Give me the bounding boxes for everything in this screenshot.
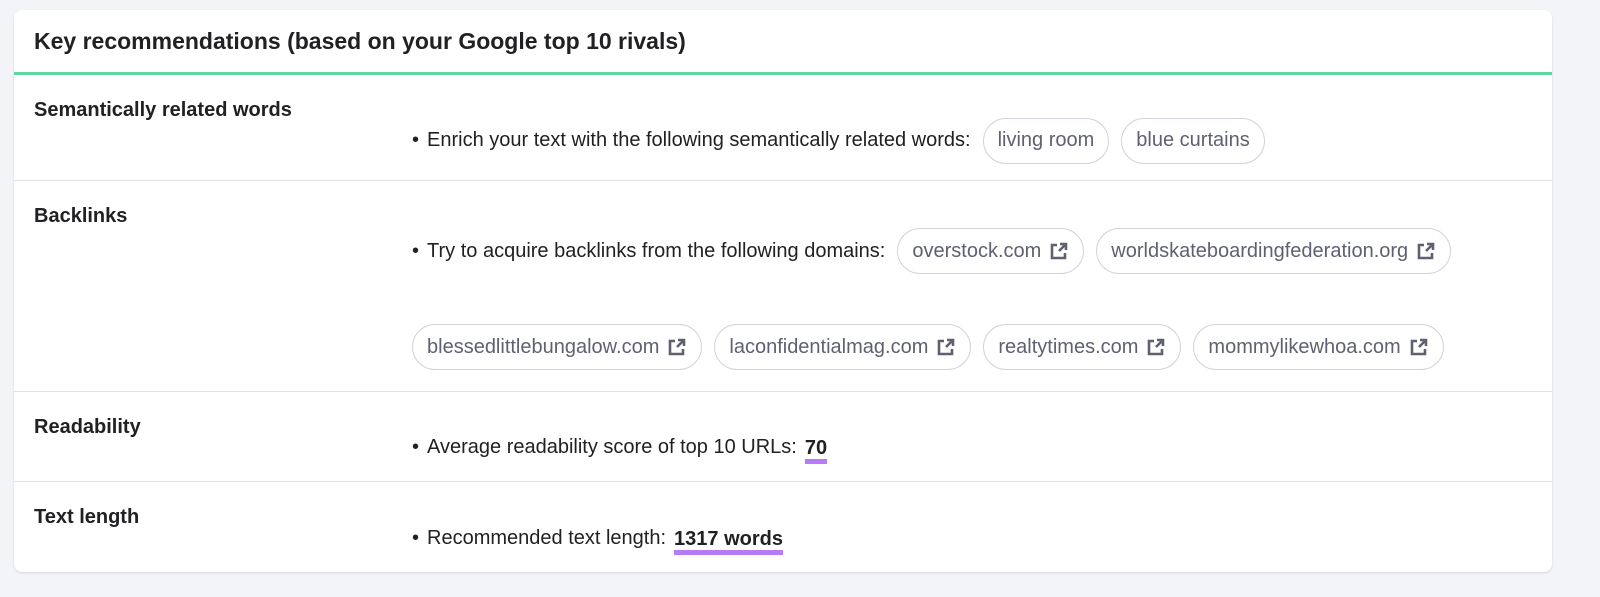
domain-chip[interactable]: blessedlittlebungalow.com	[412, 324, 703, 370]
row-label: Text length	[34, 506, 140, 528]
card-header: Key recommendations (based on your Googl…	[14, 10, 1552, 75]
external-link-icon	[1401, 337, 1429, 357]
row-label: Backlinks	[34, 205, 128, 227]
row-label: Semantically related words	[34, 99, 292, 121]
word-chip[interactable]: blue curtains	[1121, 117, 1265, 164]
row-content: • Recommended text length: 1317 words	[412, 482, 1532, 572]
domain-label: realtytimes.com	[998, 335, 1139, 358]
recommendation-text: • Average readability score of top 10 URL…	[412, 425, 828, 471]
row-readability: Readability • Average readability score o…	[14, 392, 1552, 482]
domain-chip[interactable]: overstock.com	[897, 228, 1085, 274]
domain-label: mommylikewhoa.com	[1208, 335, 1401, 358]
row-semantic-words: Semantically related words • Enrich your …	[14, 75, 1552, 181]
external-link-icon	[1041, 241, 1069, 261]
domain-chip[interactable]: worldskateboardingfederation.org	[1096, 228, 1452, 274]
card-title: Key recommendations (based on your Googl…	[34, 27, 686, 54]
domain-label: worldskateboardingfederation.org	[1111, 239, 1409, 262]
row-content: • Average readability score of top 10 URL…	[412, 392, 1532, 481]
recommendation-text: • Recommended text length: 1317 words	[412, 516, 783, 562]
key-recommendations-card: Key recommendations (based on your Googl…	[14, 10, 1552, 572]
domain-chip[interactable]: mommylikewhoa.com	[1193, 324, 1444, 370]
recommended-length: 1317 words	[674, 523, 783, 555]
external-link-icon	[928, 337, 956, 357]
domain-label: laconfidentialmag.com	[729, 335, 929, 358]
row-text-length: Text length • Recommended text length: 131…	[14, 482, 1552, 572]
domain-chip[interactable]: realtytimes.com	[983, 324, 1182, 370]
row-content: • Try to acquire backlinks from the follo…	[412, 181, 1532, 391]
recommendation-label: Try to acquire backlinks from the follow…	[427, 239, 886, 262]
recommendation-label: Average readability score of top 10 URLs…	[427, 436, 797, 458]
row-label: Readability	[34, 416, 141, 438]
external-link-icon	[659, 337, 687, 357]
row-content: • Enrich your text with the following sem…	[412, 75, 1532, 180]
row-backlinks: Backlinks • Try to acquire backlinks from…	[14, 181, 1552, 392]
readability-score: 70	[804, 432, 828, 464]
recommendation-label: Enrich your text with the following sema…	[427, 129, 971, 151]
recommendation-text: • Try to acquire backlinks from the follo…	[412, 239, 886, 262]
external-link-icon	[1138, 337, 1166, 357]
recommendation-text: • Enrich your text with the following sem…	[412, 129, 971, 151]
external-link-icon	[1408, 241, 1436, 261]
word-chip[interactable]: living room	[982, 117, 1110, 164]
domain-label: overstock.com	[912, 239, 1042, 262]
recommendation-label: Recommended text length:	[427, 527, 667, 549]
domain-chip[interactable]: laconfidentialmag.com	[714, 324, 972, 370]
domain-label: blessedlittlebungalow.com	[427, 335, 660, 358]
